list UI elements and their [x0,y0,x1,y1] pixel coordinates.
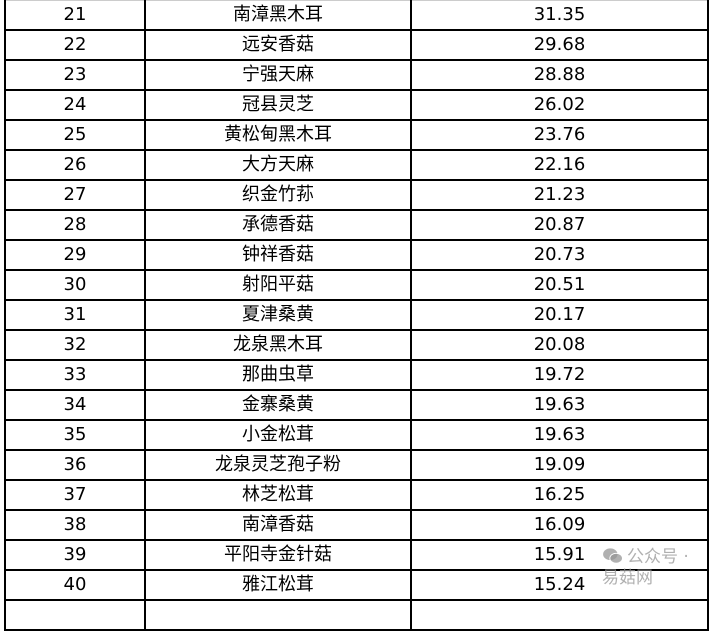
name-cell: 宁强天麻 [144,59,412,91]
rank-cell: 34 [4,389,146,421]
value-cell: 20.87 [410,209,709,241]
rank-cell: 31 [4,299,146,331]
name-cell: 南漳黑木耳 [144,0,412,31]
table-row: 33 那曲虫草 19.72 [4,359,709,391]
name-cell: 织金竹荪 [144,179,412,211]
table-row: 26 大方天麻 22.16 [4,149,709,181]
value-cell: 20.73 [410,239,709,271]
name-cell: 龙泉黑木耳 [144,329,412,361]
name-cell: 金寨桑黄 [144,389,412,421]
value-cell: 16.09 [410,509,709,541]
table-row: 21 南漳黑木耳 31.35 [4,0,709,31]
table-row: 34 金寨桑黄 19.63 [4,389,709,421]
name-cell: 雅江松茸 [144,569,412,601]
rank-cell: 27 [4,179,146,211]
rank-cell: 23 [4,59,146,91]
rank-cell: 32 [4,329,146,361]
rank-cell: 33 [4,359,146,391]
rank-cell: 26 [4,149,146,181]
value-cell: 31.35 [410,0,709,31]
name-cell: 远安香菇 [144,29,412,61]
name-cell: 南漳香菇 [144,509,412,541]
table-row: 32 龙泉黑木耳 20.08 [4,329,709,361]
value-cell: 19.63 [410,389,709,421]
value-cell: 20.17 [410,299,709,331]
table-row: 30 射阳平菇 20.51 [4,269,709,301]
value-cell: 19.72 [410,359,709,391]
rank-cell: 35 [4,419,146,451]
rank-cell: 22 [4,29,146,61]
rank-cell: 38 [4,509,146,541]
value-cell: 16.25 [410,479,709,511]
rank-cell: 36 [4,449,146,481]
name-cell: 夏津桑黄 [144,299,412,331]
name-cell: 冠县灵芝 [144,89,412,121]
empty-cell [410,599,709,631]
rank-cell: 37 [4,479,146,511]
value-cell: 28.88 [410,59,709,91]
table-row: 35 小金松茸 19.63 [4,419,709,451]
value-cell: 15.24 [410,569,709,601]
name-cell: 承德香菇 [144,209,412,241]
name-cell: 龙泉灵芝孢子粉 [144,449,412,481]
value-cell: 22.16 [410,149,709,181]
value-cell: 15.91 [410,539,709,571]
table-row-partial [4,599,709,631]
value-cell: 21.23 [410,179,709,211]
table-row: 39 平阳寺金针菇 15.91 [4,539,709,571]
name-cell: 钟祥香菇 [144,239,412,271]
table-row: 38 南漳香菇 16.09 [4,509,709,541]
rank-cell: 25 [4,119,146,151]
ranking-table: 21 南漳黑木耳 31.35 22 远安香菇 29.68 23 宁强天麻 28.88 24 冠县灵芝… [4,0,709,631]
value-cell: 20.51 [410,269,709,301]
name-cell: 射阳平菇 [144,269,412,301]
table-row: 37 林芝松茸 16.25 [4,479,709,511]
name-cell: 那曲虫草 [144,359,412,391]
table-row: 36 龙泉灵芝孢子粉 19.09 [4,449,709,481]
rank-cell: 30 [4,269,146,301]
table-row: 40 雅江松茸 15.24 [4,569,709,601]
empty-cell [4,599,146,631]
rank-cell: 24 [4,89,146,121]
name-cell: 大方天麻 [144,149,412,181]
name-cell: 黄松甸黑木耳 [144,119,412,151]
value-cell: 29.68 [410,29,709,61]
name-cell: 小金松茸 [144,419,412,451]
table-row: 23 宁强天麻 28.88 [4,59,709,91]
table-row: 25 黄松甸黑木耳 23.76 [4,119,709,151]
rank-cell: 40 [4,569,146,601]
value-cell: 23.76 [410,119,709,151]
table-row: 27 织金竹荪 21.23 [4,179,709,211]
value-cell: 19.63 [410,419,709,451]
rank-cell: 29 [4,239,146,271]
name-cell: 平阳寺金针菇 [144,539,412,571]
table-row: 28 承德香菇 20.87 [4,209,709,241]
name-cell: 林芝松茸 [144,479,412,511]
table-row: 24 冠县灵芝 26.02 [4,89,709,121]
table-row: 31 夏津桑黄 20.17 [4,299,709,331]
value-cell: 20.08 [410,329,709,361]
rank-cell: 21 [4,0,146,31]
rank-cell: 39 [4,539,146,571]
value-cell: 19.09 [410,449,709,481]
table-row: 22 远安香菇 29.68 [4,29,709,61]
table-row: 29 钟祥香菇 20.73 [4,239,709,271]
value-cell: 26.02 [410,89,709,121]
empty-cell [144,599,412,631]
rank-cell: 28 [4,209,146,241]
